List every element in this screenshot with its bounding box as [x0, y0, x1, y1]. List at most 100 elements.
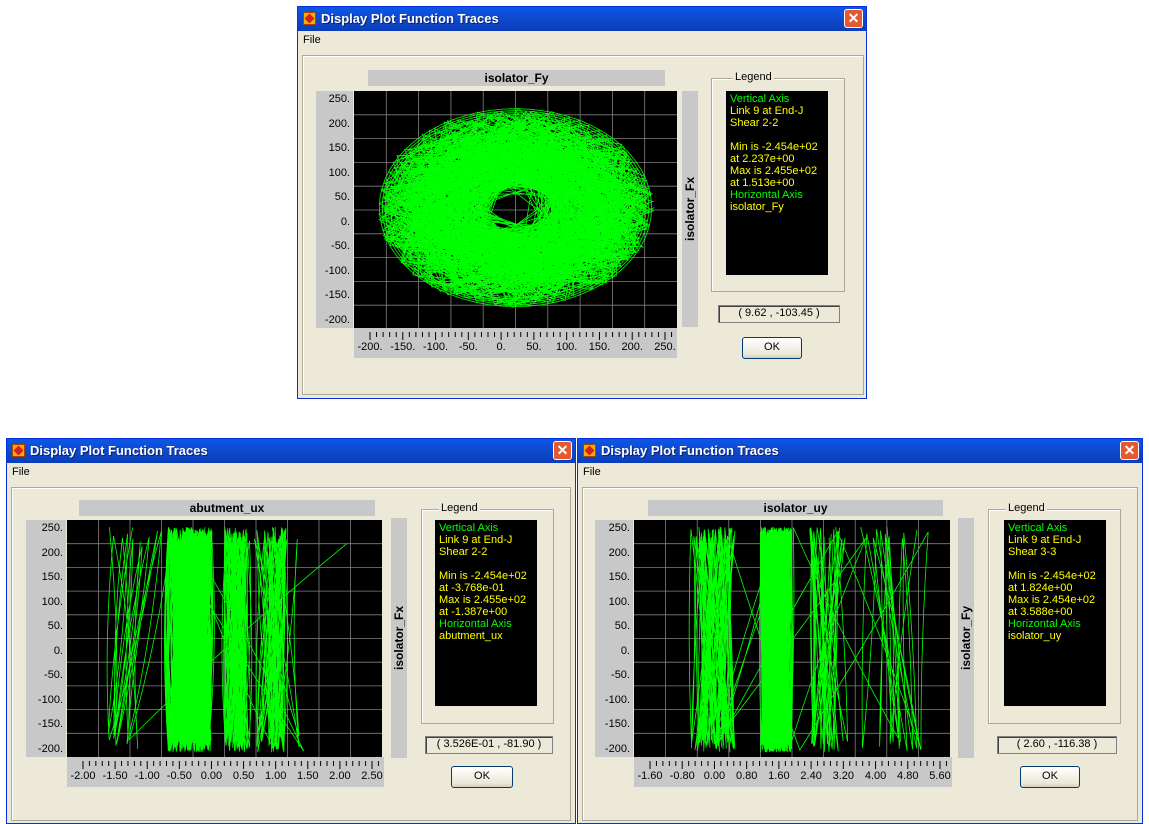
plot-title: abutment_ux — [79, 500, 375, 516]
x-tick-label: -50. — [458, 341, 478, 353]
x-tick-label: -0.80 — [669, 770, 695, 782]
x-tick-label: 0.00 — [703, 770, 726, 782]
x-tick-label: 2.50 — [361, 770, 383, 782]
legend-min: Min is -2.454e+02 — [730, 141, 818, 153]
x-tick-label: 3.20 — [832, 770, 855, 782]
y-tick-label: 150. — [328, 142, 350, 155]
x-tick-label: 2.40 — [800, 770, 822, 782]
legend-panel: Vertical Axis Link 9 at End-J Shear 2-2 … — [726, 91, 828, 275]
x-tick-label: -2.00 — [70, 770, 96, 782]
plot-window-3: Display Plot Function Traces ✕ File isol… — [577, 438, 1143, 824]
x-axis-tick-marks — [649, 761, 947, 769]
title-bar[interactable]: Display Plot Function Traces ✕ — [578, 439, 1142, 463]
cursor-coordinates: ( 3.526E-01 , -81.90 ) — [425, 736, 553, 754]
menu-file[interactable]: File — [12, 466, 30, 478]
x-tick-label: 150. — [588, 341, 611, 353]
legend-link: Link 9 at End-J — [1008, 534, 1082, 546]
close-button[interactable]: ✕ — [844, 9, 863, 28]
x-axis-ticks: -2.00 -1.50 -1.00 -0.50 0.00 0.50 1.00 1.50 2.00… — [67, 757, 384, 787]
y-tick-label: -200. — [37, 743, 63, 755]
plot-window-2: Display Plot Function Traces ✕ File abut… — [6, 438, 576, 824]
legend-max: Max is 2.455e+02 — [439, 594, 527, 606]
app-icon — [583, 444, 596, 457]
vertical-axis-label: isolator_Fx — [683, 176, 697, 242]
plot-area[interactable] — [67, 520, 382, 757]
ok-button[interactable]: OK — [451, 766, 513, 788]
cursor-coordinates: ( 9.62 , -103.45 ) — [718, 305, 840, 323]
legend-max: Max is 2.454e+02 — [1008, 594, 1096, 606]
app-icon — [12, 444, 25, 457]
x-tick-label: -1.00 — [134, 770, 160, 782]
y-tick-label: 200. — [608, 546, 630, 559]
plot-area[interactable] — [634, 520, 950, 757]
legend-horizontal-axis: Horizontal Axis — [730, 189, 803, 201]
y-tick-label: 250. — [41, 522, 63, 534]
y-axis-ticks: 250. 200. 150. 100. 50. 0. -50. -100. -150. -200. — [316, 91, 353, 328]
legend-link: Link 9 at End-J — [439, 534, 513, 546]
legend-box — [988, 509, 1121, 724]
function-trace — [688, 527, 929, 753]
x-tick-label: 2.00 — [329, 770, 351, 782]
y-tick-label: 150. — [608, 571, 630, 584]
plot-area[interactable] — [354, 91, 677, 329]
plot-panel — [302, 55, 864, 395]
x-tick-label: 200. — [621, 341, 643, 353]
legend-box — [711, 78, 845, 292]
vertical-axis-label: isolator_Fx — [392, 605, 406, 671]
title-bar[interactable]: Display Plot Function Traces ✕ — [7, 439, 575, 463]
y-tick-label: 0. — [340, 215, 350, 228]
legend-horizontal-name: isolator_Fy — [730, 201, 784, 213]
menu-file[interactable]: File — [583, 466, 601, 478]
legend-box — [421, 509, 554, 724]
x-tick-label: 100. — [555, 341, 578, 353]
menu-file[interactable]: File — [303, 34, 321, 46]
x-tick-label: 0. — [496, 341, 506, 353]
y-tick-label: 150. — [41, 571, 63, 584]
y-tick-label: 250. — [328, 93, 350, 105]
plot-panel — [11, 487, 571, 821]
legend-component: Shear 2-2 — [439, 546, 488, 558]
y-tick-label: 50. — [334, 191, 350, 204]
y-tick-label: 100. — [41, 595, 63, 608]
x-tick-label: 1.00 — [264, 770, 287, 782]
ok-button[interactable]: OK — [742, 337, 802, 359]
x-axis-tick-marks — [82, 761, 379, 769]
legend-min-at: at 2.237e+00 — [730, 153, 795, 165]
window-title: Display Plot Function Traces — [30, 443, 208, 458]
y-axis-ticks: 250. 200. 150. 100. 50. 0. -50. -100. -150. -200. — [595, 520, 633, 757]
x-tick-label: 50. — [526, 341, 542, 353]
menu-bar: File — [578, 463, 1142, 481]
x-tick-label: 0.50 — [232, 770, 255, 782]
y-tick-label: -200. — [604, 743, 630, 755]
legend-panel: Vertical Axis Link 9 at End-J Shear 2-2 … — [435, 520, 537, 706]
legend-horizontal-name: abutment_ux — [439, 630, 503, 642]
y-tick-label: -100. — [604, 693, 630, 706]
plot-title: isolator_Fy — [368, 70, 665, 86]
y-tick-label: 250. — [608, 522, 630, 534]
legend-panel: Vertical Axis Link 9 at End-J Shear 3-3 … — [1004, 520, 1106, 706]
x-tick-label: 4.00 — [864, 770, 887, 782]
title-bar[interactable]: Display Plot Function Traces ✕ — [298, 7, 866, 31]
legend-max-at: at -1.387e+00 — [439, 606, 508, 618]
x-axis-ticks: -200. -150. -100. -50. 0. 50. 100. 150. 200. 250. — [354, 328, 677, 358]
plot-title: isolator_uy — [648, 500, 943, 516]
close-button[interactable]: ✕ — [553, 441, 572, 460]
x-tick-label: 4.80 — [897, 770, 919, 782]
menu-bar: File — [7, 463, 575, 481]
legend-horizontal-axis: Horizontal Axis — [1008, 618, 1081, 630]
legend-caption: Legend — [733, 71, 774, 83]
x-tick-label: -200. — [357, 341, 383, 353]
close-button[interactable]: ✕ — [1120, 441, 1139, 460]
x-tick-label: -1.50 — [102, 770, 128, 782]
vertical-axis-label-bar: isolator_Fx — [391, 518, 407, 758]
legend-horizontal-axis: Horizontal Axis — [439, 618, 512, 630]
legend-component: Shear 3-3 — [1008, 546, 1057, 558]
y-tick-label: -100. — [37, 693, 63, 706]
legend-caption: Legend — [439, 502, 480, 514]
x-tick-label: -0.50 — [166, 770, 192, 782]
y-tick-label: 200. — [328, 117, 350, 130]
x-axis-ticks: -1.60 -0.80 0.00 0.80 1.60 2.40 3.20 4.00 4.80 5.… — [634, 757, 952, 787]
x-tick-label: -100. — [423, 341, 449, 353]
y-tick-label: 200. — [41, 546, 63, 559]
ok-button[interactable]: OK — [1020, 766, 1080, 788]
